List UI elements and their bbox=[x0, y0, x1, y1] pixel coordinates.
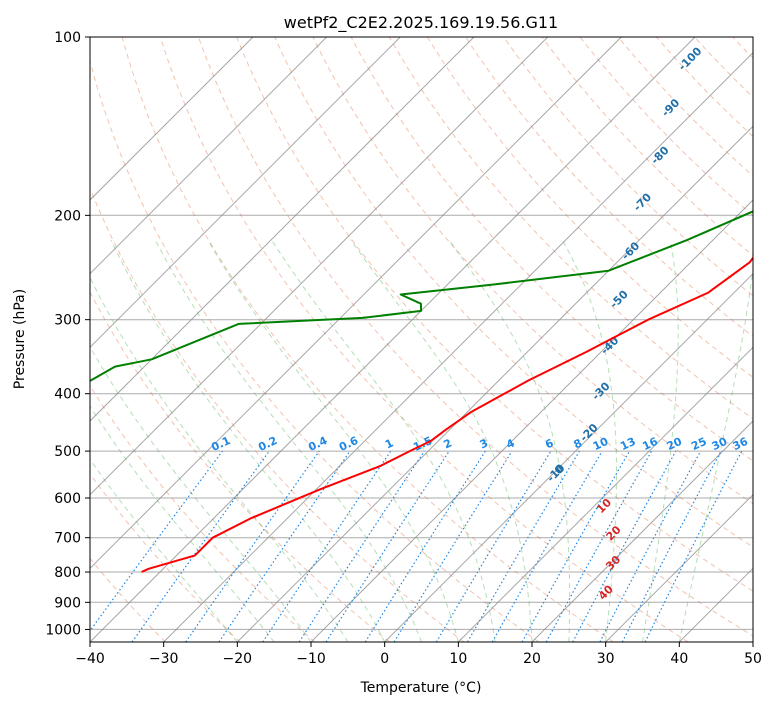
y-tick-label: 1000 bbox=[45, 622, 81, 638]
y-tick-label: 600 bbox=[54, 491, 81, 507]
x-tick-label: −10 bbox=[296, 651, 326, 667]
y-tick-label: 400 bbox=[54, 387, 81, 403]
x-tick-label: −20 bbox=[223, 651, 253, 667]
y-tick-label: 900 bbox=[54, 595, 81, 611]
y-tick-label: 800 bbox=[54, 565, 81, 581]
x-tick-label: −30 bbox=[149, 651, 179, 667]
isotherm-line bbox=[753, 37, 775, 642]
y-axis-label: Pressure (hPa) bbox=[12, 289, 28, 389]
y-tick-label: 500 bbox=[54, 444, 81, 460]
y-tick-label: 100 bbox=[54, 30, 81, 46]
y-tick-label: 200 bbox=[54, 208, 81, 224]
x-tick-label: 20 bbox=[523, 651, 541, 667]
x-tick-label: 40 bbox=[670, 651, 688, 667]
x-tick-label: 50 bbox=[744, 651, 762, 667]
x-tick-label: 0 bbox=[380, 651, 389, 667]
y-tick-label: 700 bbox=[54, 531, 81, 547]
x-tick-label: 30 bbox=[597, 651, 615, 667]
y-tick-label: 300 bbox=[54, 313, 81, 329]
x-tick-label: −40 bbox=[75, 651, 105, 667]
dry-adiabat-line bbox=[771, 37, 775, 642]
x-tick-label: 10 bbox=[449, 651, 467, 667]
x-axis-label: Temperature (°C) bbox=[360, 680, 482, 696]
chart-title: wetPf2_C2E2.2025.169.19.56.G11 bbox=[284, 13, 558, 33]
